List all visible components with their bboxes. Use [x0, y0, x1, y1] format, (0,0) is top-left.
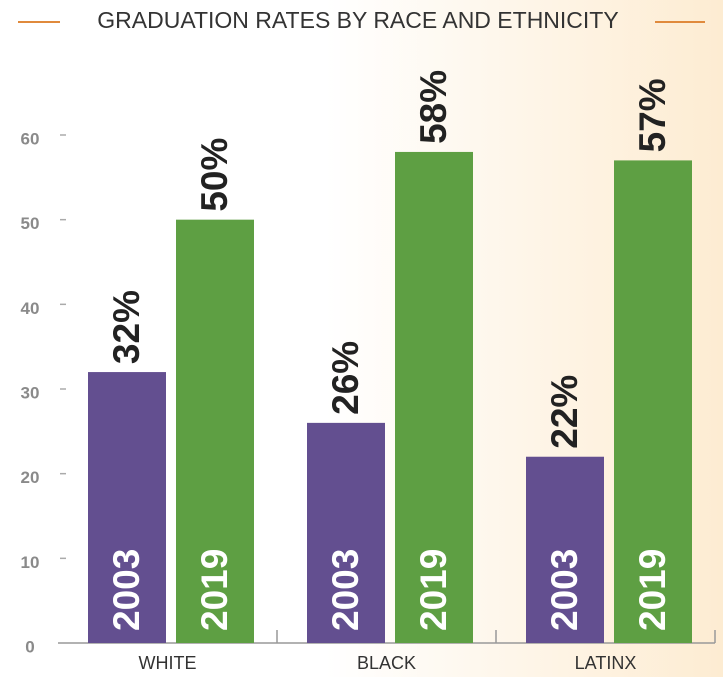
x-tick-label: BLACK	[357, 653, 416, 673]
bar	[88, 372, 166, 643]
bar	[614, 160, 692, 643]
value-label: 58%	[413, 70, 454, 144]
y-tick-label: 10	[21, 553, 40, 572]
series-label: 2003	[106, 549, 147, 631]
bar	[395, 151, 473, 643]
value-label: 50%	[194, 138, 235, 212]
value-label: 22%	[544, 375, 585, 449]
bar	[307, 422, 385, 643]
series-label: 2003	[325, 549, 366, 631]
series-label: 2019	[413, 549, 454, 631]
chart-title: GRADUATION RATES BY RACE AND ETHNICITY	[97, 7, 618, 33]
value-label: 57%	[632, 78, 673, 152]
y-tick-label: 0	[25, 637, 34, 656]
bar	[176, 219, 254, 643]
y-tick-label: 50	[21, 214, 40, 233]
x-tick-label: WHITE	[139, 653, 197, 673]
y-tick-label: 30	[21, 383, 40, 402]
y-tick-label: 20	[21, 468, 40, 487]
x-tick-label: LATINX	[575, 653, 637, 673]
bar	[526, 456, 604, 643]
series-label: 2019	[632, 549, 673, 631]
y-tick-label: 60	[21, 129, 40, 148]
value-label: 26%	[325, 341, 366, 415]
value-label: 32%	[106, 290, 147, 364]
series-label: 2003	[544, 549, 585, 631]
series-label: 2019	[194, 549, 235, 631]
y-tick-label: 40	[21, 299, 40, 318]
